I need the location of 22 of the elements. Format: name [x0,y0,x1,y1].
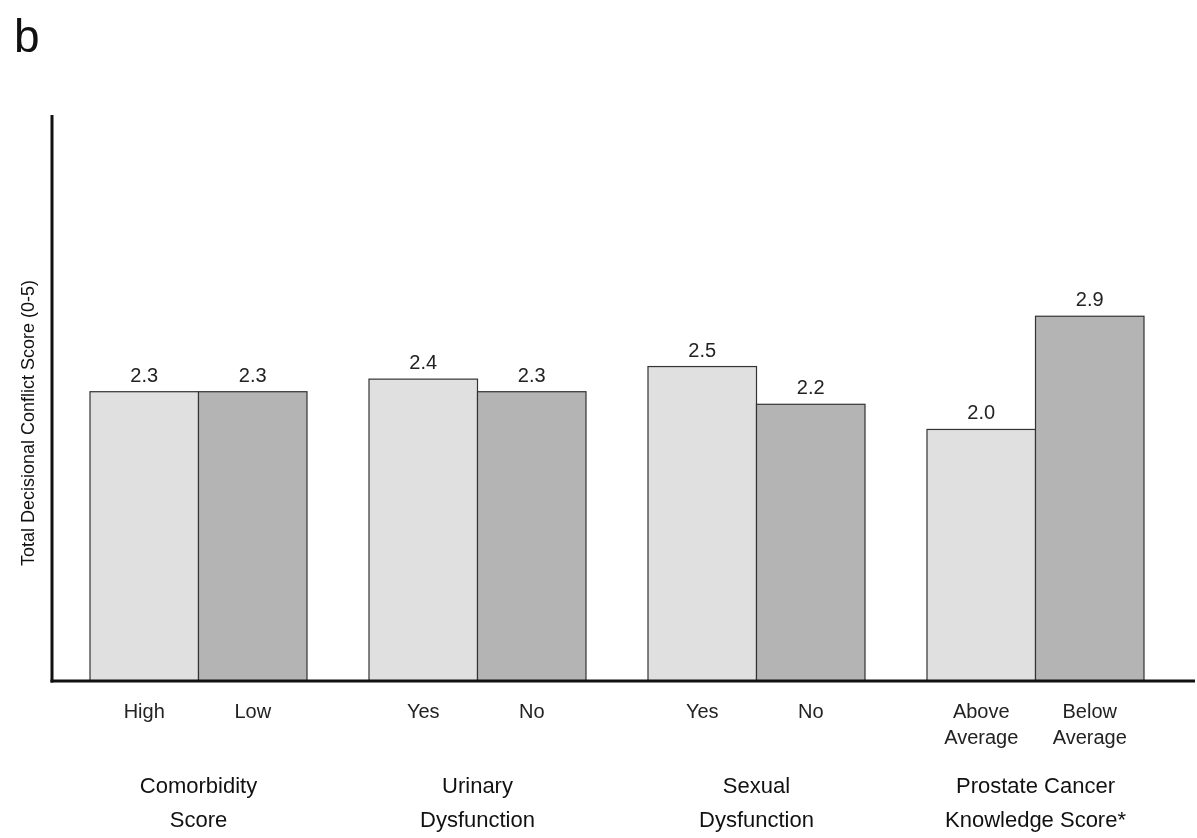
data-label: 2.5 [688,338,717,361]
x-tick-label: Yes [406,700,440,722]
x-tick-label: High [123,700,165,722]
text: Sexual Dysfunction [699,773,814,832]
data-label: 2.3 [130,363,159,386]
data-label: 2.2 [796,376,825,399]
data-label: 2.0 [967,401,996,424]
text: Urinary Dysfunction [420,773,535,832]
x-tick-label: Below Average [1052,700,1127,748]
x-tick-label: Above Average [944,700,1019,748]
x-tick-label: Low [234,700,272,722]
x-tick-label: No [518,700,545,722]
chart-title: b [14,10,40,62]
y-axis-title: Total Decisional Conflict Score (0-5) [18,279,38,567]
x-tick-label: Yes [685,700,719,722]
data-label: 2.3 [517,363,546,386]
data-label: 2.3 [238,363,267,386]
data-label: 2.4 [409,351,438,374]
text: Prostate Cancer Knowledge Score* [944,773,1127,832]
text: Comorbidity Score [139,773,258,832]
data-label: 2.9 [1075,288,1104,311]
x-tick-label: No [797,700,824,722]
